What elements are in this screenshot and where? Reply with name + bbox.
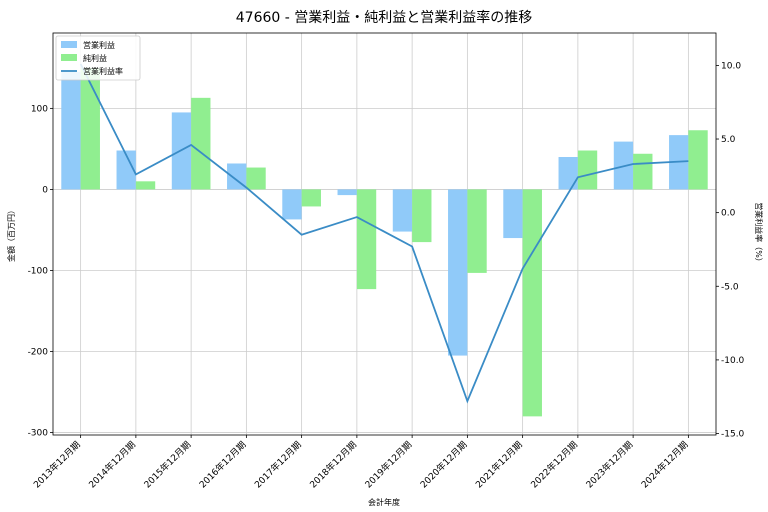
x-tick-label: 2021年12月期 [473,439,525,491]
x-tick-label: 2017年12月期 [252,439,304,491]
right-axis-ticks: 10.0 5.0 0.0 -5.0 -10.0 -15.0 [716,61,745,440]
bar-net-profit [688,130,708,190]
right-tick-label: 10.0 [721,61,741,71]
legend: 営業利益 純利益 営業利益率 [55,35,141,81]
bar-net-profit [301,189,321,207]
x-tick-label: 2014年12月期 [86,439,138,491]
bar-operating-profit [503,189,523,239]
bar-net-profit [467,189,487,273]
x-axis-label: 会計年度 [368,497,400,507]
x-tick-label: 2024年12月期 [639,439,691,491]
x-tick-label: 2022年12月期 [528,439,580,491]
bar-net-profit [191,97,211,190]
bar-operating-profit [558,157,578,190]
x-axis-ticks: 2013年12月期 2014年12月期 2015年12月期 2016年12月期 2017… [31,435,691,491]
x-tick-label: 2023年12月期 [583,439,635,491]
right-axis-label: 営業利益率（%） [754,202,764,266]
x-tick-label: 2019年12月期 [362,439,414,491]
bar-operating-profit [61,71,81,190]
legend-label-net-profit: 純利益 [83,53,107,63]
legend-swatch-net-profit [61,54,77,61]
bar-operating-profit [337,189,357,196]
left-tick-label: 0 [42,185,48,195]
bar-net-profit [356,189,377,290]
bar-net-profit [412,189,432,243]
bar-net-profit [135,181,156,190]
right-tick-label: 5.0 [721,135,736,145]
left-axis-label: 金額（百万円） [6,206,16,262]
plot-frame [52,32,717,436]
x-tick-label: 2015年12月期 [141,439,193,491]
left-tick-label: 100 [31,104,48,114]
chart-title: 47660 - 営業利益・純利益と営業利益率の推移 [236,9,533,26]
bar-net-profit [633,153,653,190]
right-tick-label: -10.0 [721,356,745,366]
right-tick-label: -5.0 [721,282,739,292]
bar-net-profit [246,167,266,190]
bar-operating-profit [282,189,302,220]
bar-operating-profit [448,189,468,356]
x-tick-label: 2020年12月期 [418,439,470,491]
left-tick-label: -300 [28,429,49,439]
legend-label-operating-margin: 営業利益率 [83,66,123,76]
bar-operating-profit [392,189,413,232]
x-tick-label: 2013年12月期 [31,439,83,491]
right-tick-label: -15.0 [721,430,745,440]
bars [61,67,708,417]
bar-net-profit [577,150,598,190]
x-tick-label: 2016年12月期 [197,439,249,491]
left-tick-label: -100 [28,266,49,276]
line-series [79,63,689,404]
legend-label-operating-profit: 営業利益 [83,40,115,50]
left-axis-ticks: 100 0 -100 -200 -300 [28,104,53,439]
x-tick-label: 2018年12月期 [307,439,359,491]
bar-net-profit [522,189,542,417]
right-tick-label: 0.0 [721,209,736,219]
grid [53,33,716,435]
line-operating-margin [79,63,689,404]
left-tick-label: -200 [28,348,49,358]
legend-swatch-operating-profit [61,41,77,48]
bar-net-profit [80,67,100,190]
bar-operating-profit [116,150,136,190]
